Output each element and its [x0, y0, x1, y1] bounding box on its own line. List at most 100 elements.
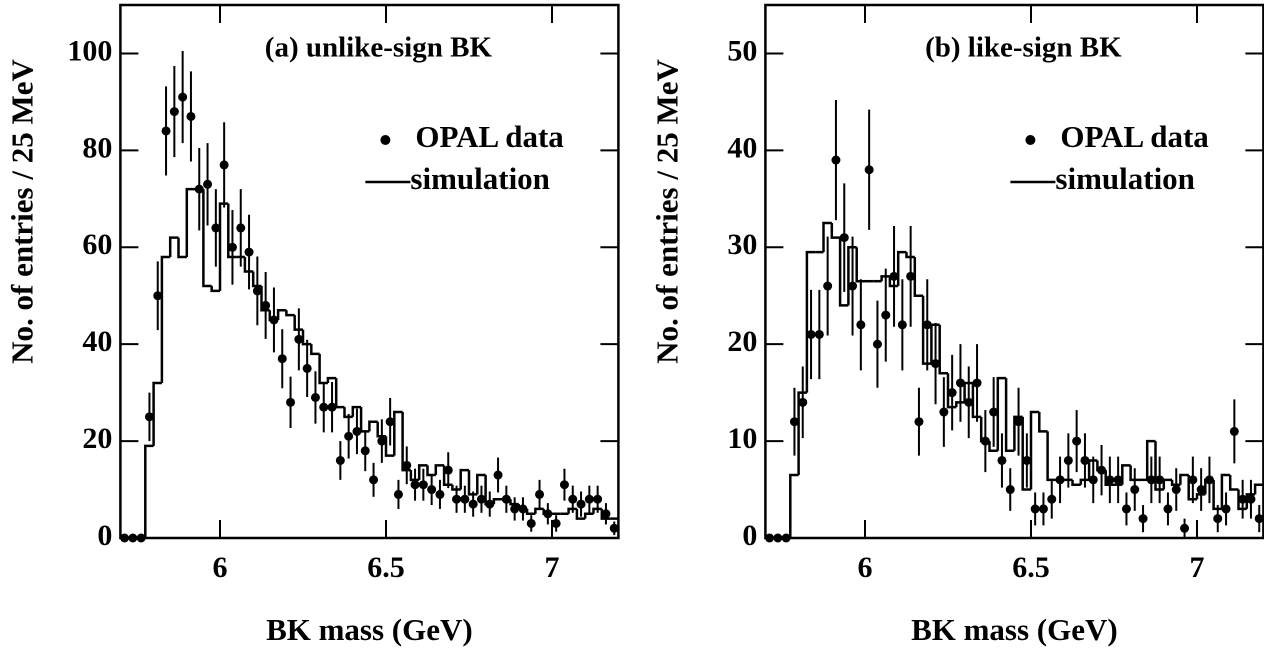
panel: 0 20 40 60 80 100 6 6.5 7 BK mass (GeV) No. of ent… — [5, 3, 620, 647]
data-point — [443, 465, 453, 475]
histogram-bin — [963, 381, 973, 403]
histogram-bin — [285, 310, 295, 317]
histogram-bin — [822, 221, 832, 253]
histogram-bin — [227, 203, 237, 259]
y-tick-label: 20 — [82, 422, 112, 455]
data-point — [335, 455, 345, 465]
data-point — [806, 329, 816, 339]
x-tick-label: 7 — [1190, 551, 1205, 584]
histogram-bin — [160, 255, 171, 383]
histogram-bin — [1046, 431, 1056, 482]
histogram-bin — [1013, 415, 1023, 451]
data-point — [584, 494, 594, 504]
histogram-bin — [1170, 479, 1181, 486]
data-point — [1130, 485, 1140, 495]
histogram-bin — [243, 256, 254, 273]
legend-label: simulation — [410, 161, 550, 196]
histogram-bin — [251, 271, 262, 288]
histogram-bin — [152, 381, 162, 446]
data-point — [1229, 426, 1239, 436]
histogram-bin — [401, 412, 411, 472]
data-point — [1254, 514, 1264, 524]
histogram-bin — [996, 376, 1007, 451]
data-point — [1138, 514, 1148, 524]
x-axis-label: BK mass (GeV) — [266, 612, 473, 647]
y-axis-label: No. of entries / 25 MeV — [650, 59, 685, 364]
histogram-bin — [847, 246, 857, 306]
histogram-bin — [1228, 475, 1239, 491]
histogram-bin — [1121, 464, 1131, 485]
data-point — [377, 436, 387, 446]
data-point — [227, 242, 237, 252]
data-point — [964, 397, 974, 407]
data-point — [559, 480, 569, 490]
data-point — [261, 300, 271, 310]
histogram-bin — [921, 295, 932, 365]
y-tick-label: 50 — [727, 34, 757, 67]
data-point — [872, 339, 882, 349]
histogram-bin — [1145, 439, 1156, 480]
data-point — [1113, 475, 1123, 485]
histogram-bin — [600, 508, 611, 520]
histogram-bin — [1245, 493, 1256, 509]
x-axis-label: BK mass (GeV) — [911, 612, 1118, 647]
data-point — [178, 92, 188, 102]
histogram-bin — [1096, 460, 1106, 472]
legend-label: OPAL data — [1060, 119, 1209, 154]
data-point — [452, 494, 462, 504]
data-point — [526, 518, 536, 528]
data-point — [593, 494, 603, 504]
histogram-bin — [1220, 473, 1231, 509]
data-point — [914, 417, 924, 427]
data-point — [831, 155, 841, 165]
histogram-bin — [276, 309, 287, 320]
histogram-bin — [946, 373, 957, 409]
histogram-bin — [185, 187, 196, 257]
x-tick-label: 6 — [858, 551, 873, 584]
legend-label: simulation — [1055, 161, 1195, 196]
histogram-bin — [1104, 470, 1114, 486]
histogram-bin — [202, 189, 212, 288]
data-point — [169, 107, 179, 117]
data-point — [897, 320, 907, 330]
histogram-bin — [343, 407, 353, 419]
data-point — [789, 417, 799, 427]
histogram-bin — [509, 499, 519, 506]
data-point — [186, 111, 196, 121]
y-tick-label: 20 — [727, 325, 757, 358]
histogram-bin — [542, 508, 552, 516]
histogram-bin — [988, 441, 998, 453]
histogram-bin — [1038, 412, 1048, 433]
panel-title: (a) unlike-sign BK — [265, 32, 493, 64]
data-point — [435, 489, 445, 499]
data-point — [1180, 523, 1190, 533]
panel-title: (b) like-sign BK — [925, 32, 1122, 64]
data-point — [1196, 485, 1206, 495]
histogram-bin — [1195, 493, 1206, 500]
histogram-bin — [938, 324, 948, 375]
histogram-bin — [434, 464, 445, 476]
histogram-bin — [359, 407, 370, 433]
data-point — [211, 223, 221, 233]
data-point — [997, 455, 1007, 465]
data-point — [535, 489, 545, 499]
legend-marker — [1025, 135, 1036, 145]
histogram-bin — [1162, 478, 1173, 490]
data-point — [972, 378, 982, 388]
y-tick-label: 100 — [67, 34, 112, 67]
data-point — [1163, 504, 1173, 514]
histogram-bin — [805, 250, 816, 393]
data-point — [369, 475, 379, 485]
histogram-bin — [575, 508, 586, 520]
histogram-bin — [326, 376, 337, 383]
data-point — [144, 412, 154, 422]
histogram-bin — [467, 470, 478, 496]
y-axis-label: No. of entries / 25 MeV — [5, 59, 40, 364]
data-point — [1146, 475, 1156, 485]
data-point — [1155, 475, 1165, 485]
histogram-bin — [459, 468, 469, 490]
data-point — [427, 485, 437, 495]
data-point — [236, 223, 246, 233]
data-point — [1072, 436, 1082, 446]
histogram-bin — [384, 436, 395, 457]
